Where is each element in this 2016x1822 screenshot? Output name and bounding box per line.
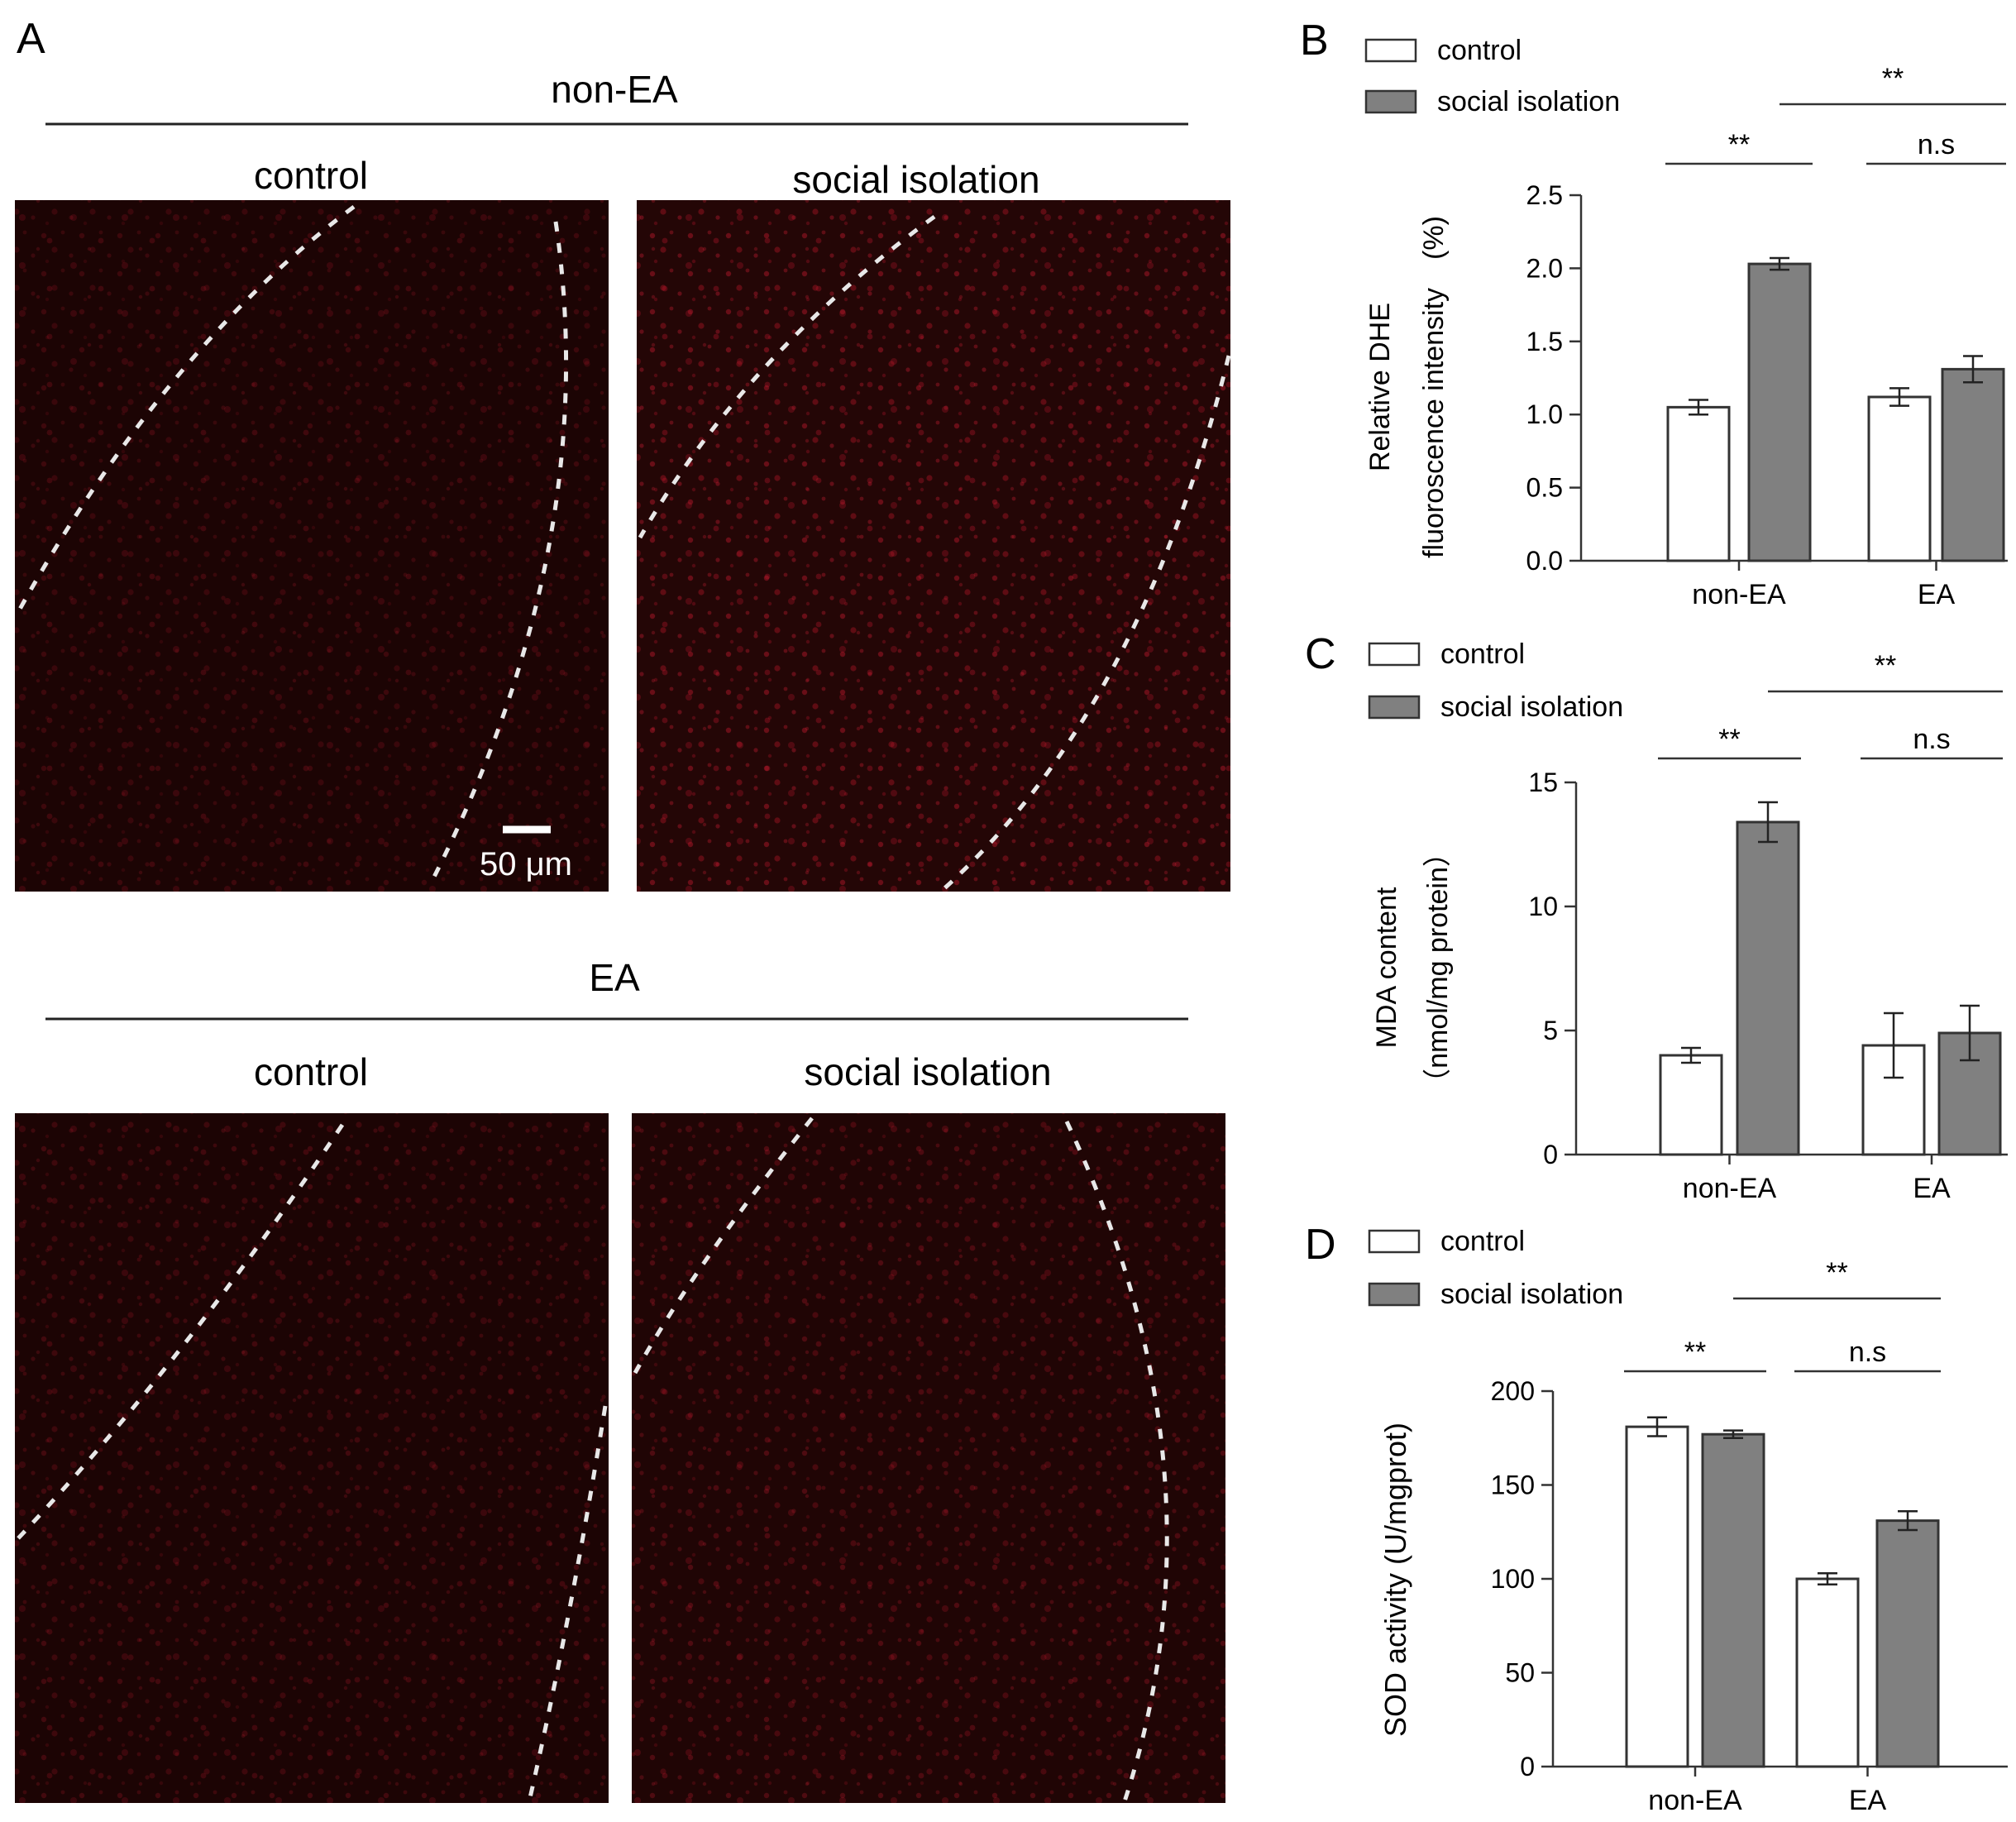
- bar-control: [1625, 1425, 1689, 1768]
- legend-swatch-control: [1368, 642, 1421, 667]
- y-tick-label: 5: [1543, 1016, 1558, 1045]
- significance-label: **: [1728, 129, 1750, 160]
- y-tick-label: 200: [1491, 1376, 1535, 1406]
- y-axis-label: fluoroscence intensity (%): [1418, 216, 1450, 558]
- micrograph-non-ea-isolation: [637, 200, 1231, 892]
- legend-swatch-control: [1368, 1229, 1421, 1254]
- y-tick-label: 0: [1520, 1752, 1535, 1781]
- micrograph-ea-isolation: [632, 1113, 1225, 1803]
- y-tick-label: 1.5: [1526, 327, 1563, 356]
- panel-a-letter: A: [17, 15, 45, 63]
- subtitle-control-non-ea: control: [254, 154, 368, 197]
- legend-swatch-isolation: [1364, 89, 1417, 114]
- y-tick-label: 0.5: [1526, 473, 1563, 503]
- significance-label: n.s: [1913, 724, 1950, 755]
- bar-isolation: [1701, 1432, 1765, 1768]
- legend-swatch-isolation: [1368, 695, 1421, 720]
- panel-letter: B: [1300, 17, 1329, 65]
- y-tick-label: 150: [1491, 1471, 1535, 1500]
- y-tick-label: 50: [1505, 1658, 1535, 1688]
- bar-control: [1867, 395, 1932, 562]
- bar-control: [1659, 1054, 1723, 1156]
- y-tick-label: 0: [1543, 1140, 1558, 1169]
- significance-label: **: [1718, 724, 1740, 755]
- micrograph-non-ea-control: 50 μm: [15, 200, 609, 892]
- y-axis-label: Relative DHE: [1364, 303, 1396, 471]
- subtitle-control-ea: control: [254, 1050, 368, 1093]
- y-axis-label: （nmol/mg protein）: [1422, 839, 1454, 1097]
- legend-label-isolation: social isolation: [1440, 691, 1623, 723]
- y-tick-label: 100: [1491, 1564, 1535, 1594]
- legend-swatch-control: [1364, 38, 1417, 63]
- x-tick-label: non-EA: [1648, 1785, 1742, 1816]
- x-tick-label: EA: [1918, 579, 1956, 610]
- x-tick-label: EA: [1913, 1173, 1951, 1204]
- panel-letter: D: [1305, 1221, 1336, 1269]
- significance-label-between: **: [1882, 63, 1904, 94]
- y-tick-label: 0.0: [1526, 546, 1563, 576]
- x-tick-label: non-EA: [1692, 579, 1786, 610]
- y-tick-label: 1.0: [1526, 399, 1563, 429]
- y-tick-label: 2.5: [1526, 180, 1563, 210]
- y-axis-label: MDA content: [1371, 887, 1402, 1048]
- y-tick-label: 10: [1528, 892, 1558, 921]
- bar-isolation: [1736, 820, 1800, 1156]
- group-title-ea: EA: [589, 956, 640, 999]
- legend-label-control: control: [1437, 35, 1522, 66]
- legend-label-isolation: social isolation: [1440, 1279, 1623, 1310]
- y-tick-label: 2.0: [1526, 253, 1563, 283]
- panel-letter: C: [1305, 630, 1336, 678]
- subtitle-isolation-non-ea: social isolation: [792, 158, 1039, 201]
- bar-isolation: [1941, 367, 2005, 562]
- legend-swatch-isolation: [1368, 1282, 1421, 1307]
- legend-label-control: control: [1440, 638, 1525, 670]
- legend-label-control: control: [1440, 1226, 1525, 1257]
- x-tick-label: EA: [1849, 1785, 1887, 1816]
- subtitle-isolation-ea: social isolation: [804, 1050, 1051, 1093]
- significance-label-between: **: [1826, 1257, 1847, 1289]
- y-axis-label: SOD activity (U/mgprot): [1378, 1423, 1412, 1737]
- bar-control: [1795, 1577, 1860, 1768]
- scale-bar-label: 50 μm: [480, 846, 572, 882]
- significance-label: n.s: [1918, 129, 1955, 160]
- significance-label-between: **: [1875, 650, 1896, 681]
- significance-label: **: [1684, 1337, 1706, 1368]
- legend-label-isolation: social isolation: [1437, 86, 1620, 117]
- y-tick-label: 15: [1528, 768, 1558, 797]
- group-title-non-ea: non-EA: [551, 68, 678, 111]
- micrograph-ea-control: [15, 1113, 609, 1803]
- significance-label: n.s: [1849, 1337, 1886, 1368]
- bar-isolation: [1875, 1519, 1940, 1768]
- x-tick-label: non-EA: [1683, 1173, 1777, 1204]
- bar-isolation: [1747, 262, 1812, 562]
- bar-control: [1666, 405, 1731, 562]
